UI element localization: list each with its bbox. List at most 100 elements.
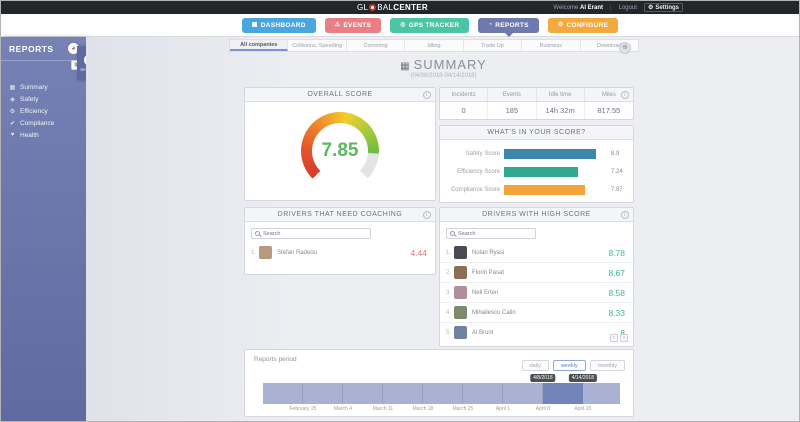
info-icon[interactable]: i <box>423 211 431 219</box>
driver-rank: 2. <box>446 269 452 276</box>
period-button[interactable]: monthly <box>589 360 625 371</box>
stats-value-cell: 817.55 <box>597 106 621 115</box>
nav-button[interactable]: ◔ REPORTS <box>478 17 539 37</box>
stats-value-cell: 185 <box>488 102 537 119</box>
coaching-panel: DRIVERS THAT NEED COACHING i 1. Stefan R… <box>244 207 436 275</box>
report-tab[interactable]: Download <box>581 40 638 51</box>
gauge-icon: ⚙ <box>9 108 16 115</box>
info-icon[interactable]: i <box>621 211 629 219</box>
sidebar-item[interactable]: ♥ Health <box>1 129 86 141</box>
score-bar-row: Safety Score 8.9 <box>444 149 625 159</box>
sidebar-item-label: Efficiency <box>20 107 48 115</box>
score-bar-fill <box>504 149 596 159</box>
driver-name: Stefan Radeou <box>277 249 318 256</box>
reports-sidebar: REPORTS ◕ ▦ Summary ◈ Safety ⚙ Efficienc… <box>1 37 86 421</box>
driver-rank: 1. <box>251 249 257 256</box>
report-tab-label: Business <box>539 42 562 49</box>
driver-avatar <box>454 286 467 299</box>
score-bar-label: Efficiency Score <box>457 169 500 175</box>
content-area: All companies Collisions, Speeding Corne… <box>86 37 799 421</box>
report-tab-label: All companies <box>240 41 278 48</box>
search-input[interactable] <box>458 230 532 237</box>
pagination: ‹ › <box>610 334 628 342</box>
sidebar-item-label: Compliance <box>20 119 55 127</box>
sidebar-item[interactable]: ◈ Safety <box>1 93 86 105</box>
search-input[interactable] <box>263 230 367 237</box>
score-bar-fill <box>504 185 586 195</box>
stats-header-row: Incidents Events Idle time Miles <box>440 88 633 102</box>
pie-chart-icon: ◔ <box>488 22 493 28</box>
date-range: (04/08/2018-04/14/2018) <box>410 73 477 79</box>
panel-title: DRIVERS WITH HIGH SCORE <box>482 211 591 218</box>
report-tab[interactable]: Cornering <box>347 40 406 51</box>
selection-start-tooltip: 4/8/2018 <box>530 374 556 382</box>
stats-header-cell: Events <box>488 88 537 101</box>
nav-button[interactable]: ⚠ EVENTS <box>324 17 382 33</box>
stats-panel: Incidents Events Idle time Miles i 0 185 14h … <box>439 87 634 120</box>
driver-row[interactable]: 5. Al Brunt 8 <box>440 322 633 342</box>
score-bar-fill <box>504 167 579 177</box>
location-icon: ◎ <box>400 22 406 28</box>
sidebar-item[interactable]: ✔ Compliance <box>1 117 86 129</box>
panel-title: DRIVERS THAT NEED COACHING <box>277 211 403 218</box>
driver-row[interactable]: 1. Nolan Ryasi 8.78 <box>440 243 633 262</box>
driver-row[interactable]: 3. Neli Erten 8.58 <box>440 282 633 302</box>
page-next-button[interactable]: › <box>620 334 628 342</box>
driver-name: Nolan Ryasi <box>472 249 505 256</box>
report-tab[interactable]: Idling <box>405 40 464 51</box>
expand-circle-button[interactable]: ⊕ <box>619 42 631 54</box>
period-button[interactable]: weekly <box>552 360 586 371</box>
score-bar-track <box>504 185 607 195</box>
coaching-search[interactable] <box>251 228 371 239</box>
welcome-text: Welcome Al Erant <box>553 4 604 11</box>
high-score-search[interactable] <box>446 228 536 239</box>
report-tab[interactable]: Collisions, Speeding <box>288 40 347 51</box>
report-tab-label: Download <box>597 42 622 49</box>
wrench-icon: ⚙ <box>557 22 564 28</box>
info-icon[interactable]: i <box>423 91 431 99</box>
report-tab[interactable]: All companies <box>230 40 289 51</box>
driver-score: 8.78 <box>608 247 625 258</box>
heart-icon: ♥ <box>10 132 15 138</box>
sidebar-item[interactable]: ⚙ Efficiency <box>1 105 86 117</box>
settings-button[interactable]: ⚙ Settings <box>643 3 683 12</box>
driver-row[interactable]: 2. Florin Pasat 8.67 <box>440 262 633 282</box>
driver-row[interactable]: 4. Mihailescu Calin 8.33 <box>440 302 633 322</box>
panel-title: WHAT'S IN YOUR SCORE? <box>487 129 586 136</box>
driver-rank: 5. <box>446 329 452 336</box>
page-title: ▦ SUMMARY <box>400 57 487 72</box>
logout-link[interactable]: Logout <box>618 4 637 11</box>
report-tab[interactable]: Trade Up <box>464 40 523 51</box>
report-tab-label: Cornering <box>363 42 388 49</box>
report-tab[interactable]: Business <box>522 40 581 51</box>
report-tab-label: Idling <box>427 42 441 49</box>
nav-button-label: CONFIGURE <box>566 21 609 29</box>
driver-score: 8.58 <box>608 287 625 298</box>
nav-button[interactable]: ◎ GPS TRACKER <box>390 17 470 33</box>
sidebar-menu: ▦ Summary ◈ Safety ⚙ Efficiency ✔ Compli… <box>1 81 86 141</box>
sidebar-title: REPORTS <box>9 43 54 54</box>
sidebar-item[interactable]: ▦ Summary <box>1 81 86 93</box>
info-icon[interactable]: i <box>621 91 629 99</box>
nav-button-label: REPORTS <box>495 21 529 29</box>
panel-title: OVERALL SCORE <box>307 91 373 98</box>
driver-name: Al Brunt <box>472 329 494 336</box>
page-prev-button[interactable]: ‹ <box>610 334 618 342</box>
driver-row[interactable]: 1. Stefan Radeou 4.44 <box>245 243 435 262</box>
chart-icon: ▦ <box>400 61 411 72</box>
driver-avatar <box>259 246 272 259</box>
sidebar-item-label: Health <box>20 131 39 139</box>
nav-button-label: EVENTS <box>343 21 372 29</box>
score-bar-value: 8.9 <box>611 151 620 157</box>
score-bar-track <box>504 167 607 177</box>
nav-button[interactable]: ▦ DASHBOARD <box>241 17 316 33</box>
timeline-selection[interactable] <box>542 383 583 404</box>
nav-button[interactable]: ⚙ CONFIGURE <box>547 17 619 33</box>
sidebar-item-label: Safety <box>20 95 39 103</box>
divider: | <box>610 4 612 11</box>
timeline-bar[interactable]: 4/8/2018 4/14/2018 <box>263 374 620 404</box>
logo-text-mid: BAL <box>377 3 394 12</box>
reports-brand-icon[interactable]: ◕ <box>68 43 79 54</box>
period-button[interactable]: daily <box>521 360 549 371</box>
